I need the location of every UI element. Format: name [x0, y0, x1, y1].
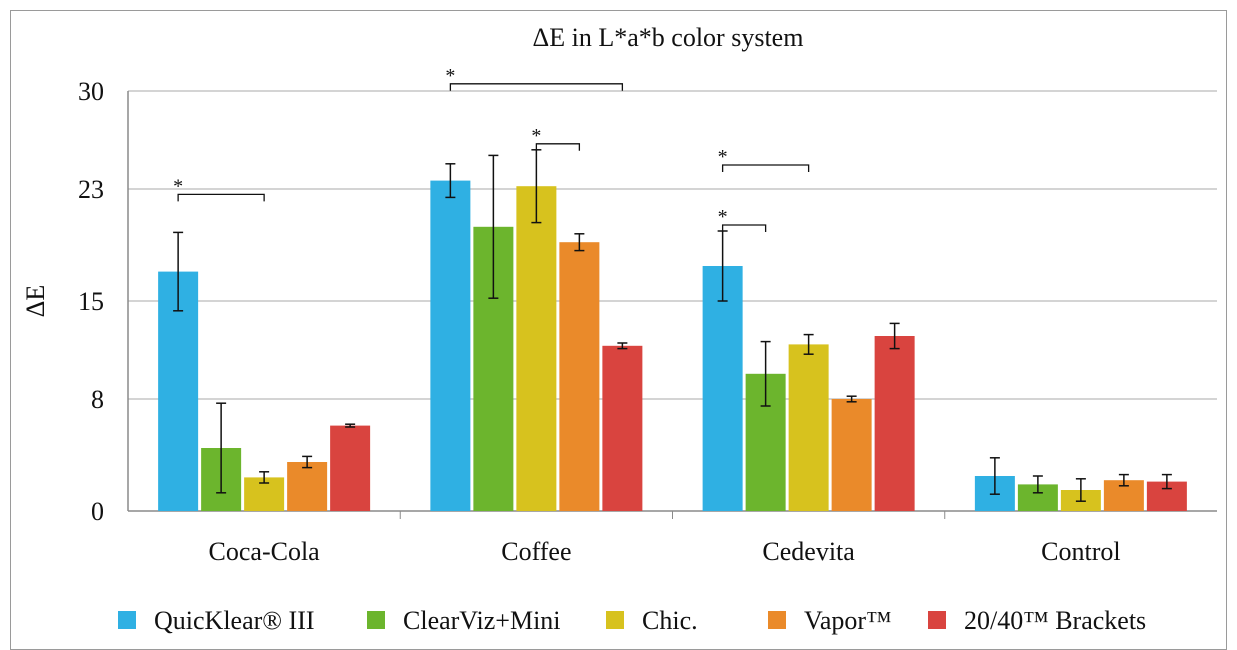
gridlines	[127, 90, 1217, 519]
bar-vapor-coffee	[559, 242, 600, 511]
legend-label-20-40-brackets: 20/40™ Brackets	[964, 606, 1146, 635]
significance-star: *	[173, 175, 183, 197]
category-labels: Coca-Cola Coffee Cedevita Control	[209, 537, 1121, 566]
error-bars	[173, 149, 1172, 502]
bar-chic-cedevita	[788, 344, 829, 511]
significance-star: *	[445, 65, 455, 87]
significance-bracket	[177, 193, 265, 202]
y-tick-label: 0	[91, 497, 104, 526]
bar-20-40-brackets-cedevita	[874, 336, 915, 511]
significance-star: *	[718, 206, 728, 228]
bar-quicklear-iii-coffee	[430, 180, 471, 511]
significance-bracket	[535, 143, 581, 151]
legend-swatch-chic	[606, 611, 624, 629]
significance-star: *	[718, 146, 728, 168]
y-tick-labels: 0 8 15 23 30	[78, 77, 104, 526]
legend: QuicKlear® III ClearViz+Mini Chic. Vapor™ 20…	[118, 606, 1146, 635]
chart-title: ΔE in L*a*b color system	[533, 23, 804, 52]
bar-chic-coffee	[516, 186, 557, 511]
legend-swatch-vapor	[768, 611, 786, 629]
significance-star: *	[531, 125, 541, 147]
legend-label-chic: Chic.	[642, 606, 698, 635]
legend-swatch-20-40-brackets	[928, 611, 946, 629]
bar-vapor-coca-cola	[287, 462, 328, 511]
bar-vapor-cedevita	[831, 399, 872, 511]
bar-20-40-brackets-coffee	[602, 345, 643, 511]
y-tick-label: 8	[91, 385, 104, 414]
significance-brackets: * * * * *	[173, 65, 810, 232]
legend-label-vapor: Vapor™	[804, 606, 892, 635]
bar-quicklear-iii-cedevita	[702, 266, 743, 511]
bars	[158, 180, 1187, 512]
y-tick-label: 30	[78, 77, 104, 106]
category-label-control: Control	[1041, 537, 1120, 566]
legend-label-quicklear-iii: QuicKlear® III	[154, 606, 315, 635]
category-label-coca-cola: Coca-Cola	[209, 537, 321, 566]
bar-20-40-brackets-coca-cola	[330, 425, 371, 511]
legend-label-clearviz-mini: ClearViz+Mini	[403, 606, 561, 635]
significance-bracket	[721, 164, 810, 172]
legend-swatch-quicklear-iii	[118, 611, 136, 629]
significance-bracket	[449, 83, 624, 91]
legend-swatch-clearviz-mini	[367, 611, 385, 629]
significance-bracket	[721, 224, 767, 232]
y-tick-label: 15	[78, 287, 104, 316]
y-axis-label: ΔE	[21, 285, 50, 318]
category-label-coffee: Coffee	[501, 537, 571, 566]
y-tick-label: 23	[78, 175, 104, 204]
category-label-cedevita: Cedevita	[762, 537, 855, 566]
bar-chart: ΔE in L*a*b color system ΔE * * * * * 0 8 15 23…	[21, 23, 1217, 635]
